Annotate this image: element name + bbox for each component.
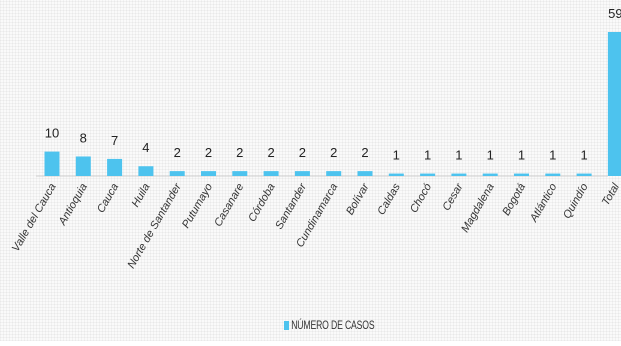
legend: NÚMERO DE CASOS [284,318,375,332]
legend-label: NÚMERO DE CASOS [291,318,375,332]
bar [326,171,342,176]
x-tick-label: Bolívar [344,180,372,217]
bar [294,171,310,176]
value-label: 1 [393,148,400,163]
x-tick-label: Cesar [440,180,466,213]
x-tick-label: Cauca [95,182,121,216]
bar [75,156,91,176]
value-label: 7 [111,133,118,148]
bar [107,158,123,176]
value-label: 2 [299,145,306,160]
value-label: 2 [330,145,337,160]
bar [420,173,436,176]
bar [607,32,621,176]
bar [357,171,373,176]
x-tick-label: Valle del Cauca [10,182,59,254]
x-tick-label: Casanare [212,182,246,229]
bar [514,173,529,176]
x-tick-label: Magdalena [459,182,497,235]
x-tick-label: Quindío [561,182,591,221]
x-tick-label: Antioquia [56,182,90,229]
x-tick-label: Huila [130,182,153,210]
value-label: 1 [424,148,431,163]
bar [232,171,248,176]
value-label: 2 [174,145,181,160]
value-label: 1 [487,148,494,163]
bar [138,166,154,176]
value-label: 1 [580,148,587,163]
bar [388,173,404,176]
value-label: 1 [455,148,462,163]
x-tick-label: Córdoba [246,182,277,225]
x-tick-label: Caldas [375,181,403,217]
value-label: 4 [142,140,149,155]
x-tick-label: Santander [273,180,309,231]
value-label: 59 [608,6,621,21]
x-tick-label: Total [600,181,621,208]
legend-swatch [284,320,290,330]
value-label: 1 [518,148,525,163]
bar [263,171,279,176]
bar [44,151,60,176]
value-label: 10 [45,126,59,141]
x-tick-label: Atlántico [527,182,559,225]
x-tick-label: Chocó [408,182,434,216]
bar [451,173,467,176]
value-label: 1 [549,148,556,163]
value-label: 2 [267,145,274,160]
bar [201,171,216,176]
value-label: 2 [236,145,243,160]
bar [482,173,498,176]
value-label: 2 [361,145,368,160]
value-label: 2 [205,145,212,160]
value-label: 8 [80,130,87,145]
bar [576,173,592,176]
x-tick-label: Putumayo [180,182,215,231]
bar [545,173,561,176]
bar [169,171,185,176]
x-tick-label: Bogotá [500,182,528,218]
